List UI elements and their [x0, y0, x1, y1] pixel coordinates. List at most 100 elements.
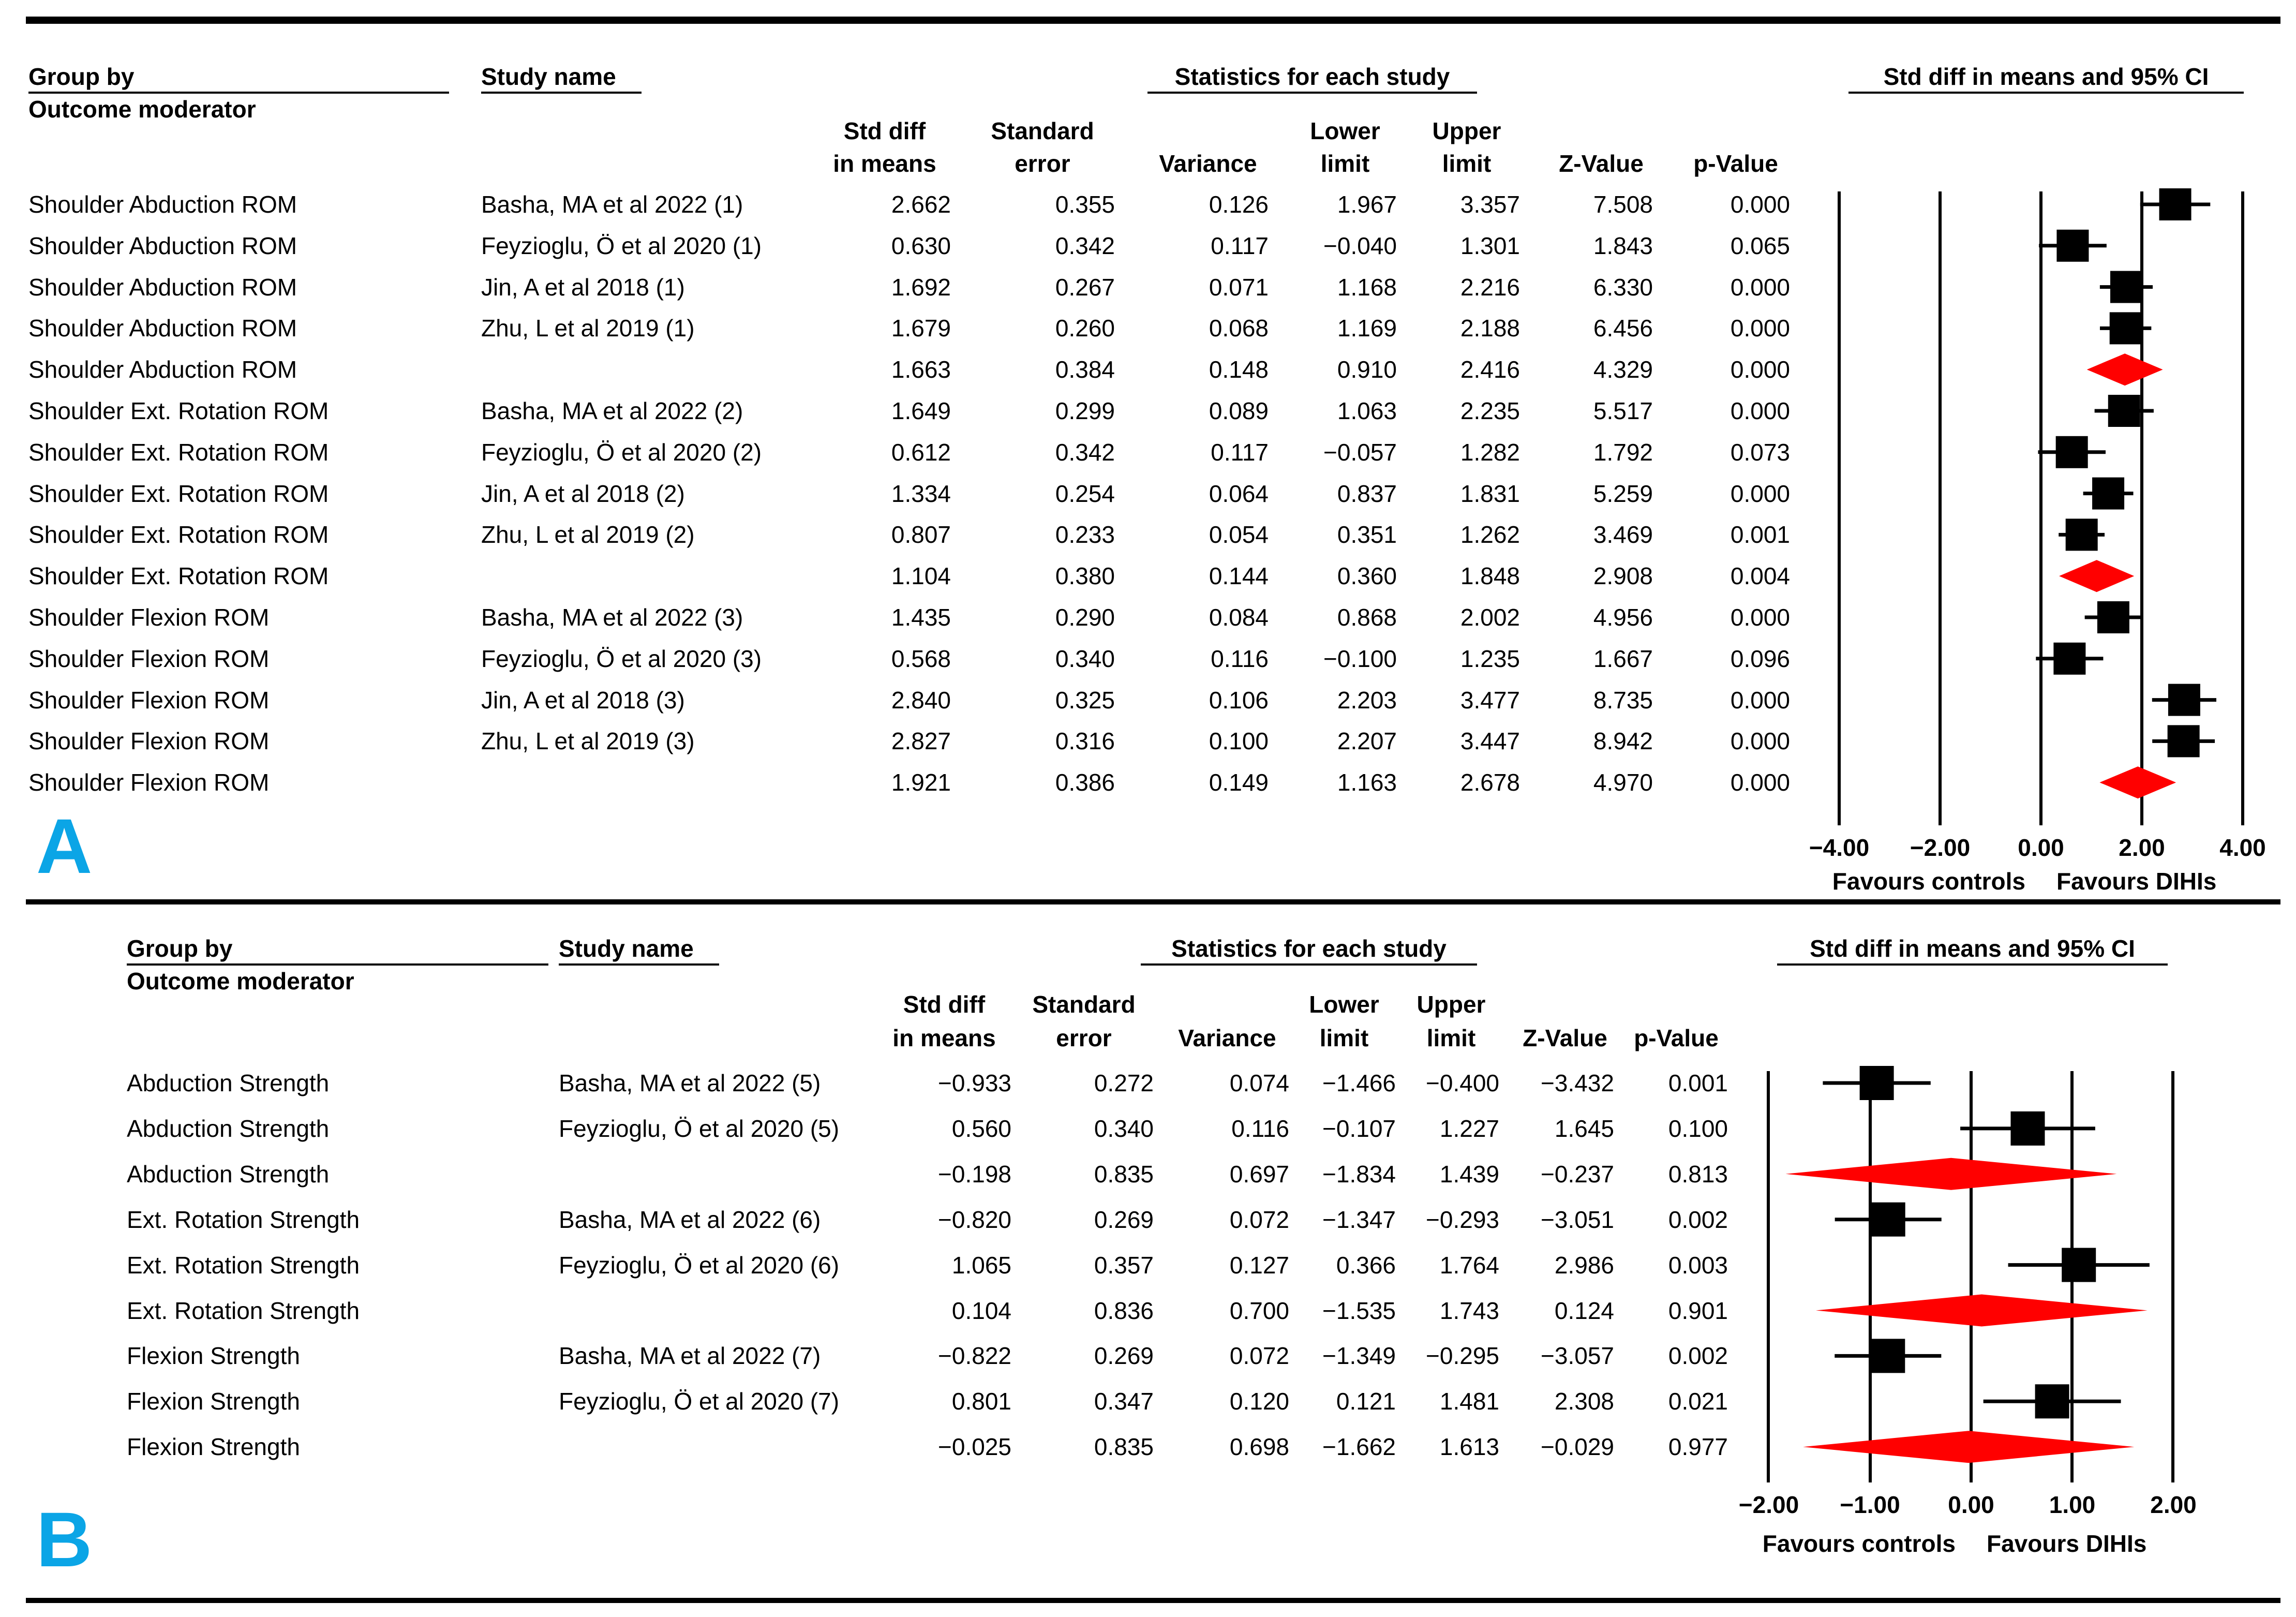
row-variance: 0.071 — [1209, 273, 1269, 301]
row-lower: 2.207 — [1337, 728, 1397, 755]
row-smd: 0.104 — [951, 1297, 1011, 1324]
axis-tick-label: −1.00 — [1840, 1491, 1900, 1518]
effect-square — [2110, 271, 2142, 303]
row-group: Shoulder Abduction ROM — [28, 273, 297, 301]
row-smd: 1.065 — [951, 1251, 1011, 1279]
row-group: Ext. Rotation Strength — [127, 1206, 360, 1233]
col-header-upper: limit — [1426, 1025, 1476, 1051]
effect-square — [2097, 601, 2129, 633]
row-lower: −1.535 — [1322, 1297, 1396, 1324]
bottom-rule — [26, 1598, 2280, 1603]
row-se: 0.260 — [1055, 315, 1115, 342]
row-se: 0.355 — [1055, 191, 1115, 218]
row-p: 0.002 — [1668, 1206, 1728, 1233]
effect-square — [2167, 725, 2200, 758]
col-header-p: p-Value — [1693, 150, 1778, 177]
row-z: 1.645 — [1554, 1115, 1614, 1142]
row-lower: −0.040 — [1323, 232, 1397, 259]
row-group: Shoulder Ext. Rotation ROM — [28, 480, 329, 507]
row-variance: 0.126 — [1209, 191, 1269, 218]
axis-tick-label: 4.00 — [2219, 834, 2266, 861]
row-lower: −0.100 — [1323, 645, 1397, 672]
effect-square — [2062, 1248, 2096, 1282]
middle-rule — [26, 899, 2280, 904]
row-upper: 2.678 — [1460, 769, 1520, 796]
summary-diamond — [1803, 1431, 2135, 1463]
row-group: Shoulder Flexion ROM — [28, 769, 270, 796]
row-z: 8.735 — [1593, 686, 1653, 714]
col-header-se: error — [1056, 1025, 1112, 1051]
row-upper: 2.188 — [1460, 315, 1520, 342]
row-variance: 0.074 — [1229, 1070, 1289, 1096]
row-group: Ext. Rotation Strength — [127, 1297, 360, 1324]
row-variance: 0.072 — [1229, 1206, 1289, 1233]
summary-diamond — [2086, 353, 2163, 386]
col-header-lower: Lower — [1310, 117, 1380, 144]
row-variance: 0.700 — [1229, 1297, 1289, 1324]
row-smd: 1.334 — [891, 480, 951, 507]
row-group: Shoulder Ext. Rotation ROM — [28, 521, 329, 548]
row-upper: 2.416 — [1460, 356, 1520, 383]
row-upper: 3.447 — [1460, 728, 1520, 755]
axis-tick-label: 2.00 — [2150, 1491, 2197, 1518]
row-group: Shoulder Ext. Rotation ROM — [28, 562, 329, 590]
row-upper: 3.357 — [1460, 191, 1520, 218]
row-variance: 0.116 — [1231, 1115, 1289, 1142]
col-header-smd: Std diff — [843, 117, 926, 144]
row-p: 0.003 — [1668, 1251, 1728, 1279]
row-se: 0.380 — [1055, 562, 1115, 590]
row-upper: 2.002 — [1460, 604, 1520, 631]
row-p: 0.813 — [1668, 1160, 1728, 1188]
row-group: Shoulder Flexion ROM — [28, 645, 270, 672]
row-p: 0.977 — [1668, 1433, 1728, 1461]
col-header-variance: Variance — [1178, 1025, 1276, 1051]
col-header-p: p-Value — [1634, 1025, 1719, 1051]
row-upper: 1.301 — [1460, 232, 1520, 259]
row-group: Shoulder Flexion ROM — [28, 686, 270, 714]
row-p: 0.000 — [1730, 356, 1790, 383]
row-se: 0.835 — [1094, 1160, 1154, 1188]
axis-tick-label: 0.00 — [2018, 834, 2064, 861]
row-p: 0.001 — [1668, 1070, 1728, 1096]
row-upper: −0.295 — [1426, 1342, 1499, 1370]
row-upper: −0.293 — [1426, 1206, 1499, 1233]
col-header-lower: limit — [1319, 1025, 1369, 1051]
row-smd: −0.198 — [938, 1160, 1011, 1188]
header-ci: Std diff in means and 95% CI — [1883, 63, 2209, 90]
row-z: −0.029 — [1541, 1433, 1614, 1461]
row-lower: 1.169 — [1337, 315, 1397, 342]
row-se: 0.342 — [1055, 232, 1115, 259]
row-z: −0.237 — [1541, 1160, 1614, 1188]
row-upper: 1.613 — [1439, 1433, 1499, 1461]
row-upper: 1.282 — [1460, 438, 1520, 466]
header-ci-underline — [1777, 963, 2168, 966]
col-header-upper: Upper — [1417, 991, 1486, 1018]
row-se: 0.340 — [1094, 1115, 1154, 1142]
row-variance: 0.117 — [1211, 438, 1269, 466]
row-p: 0.000 — [1730, 728, 1790, 755]
row-smd: 1.692 — [891, 273, 951, 301]
col-header-z: Z-Value — [1523, 1025, 1607, 1051]
row-upper: 1.481 — [1439, 1388, 1499, 1415]
row-lower: 0.910 — [1337, 356, 1397, 383]
row-smd: 2.662 — [891, 191, 951, 218]
row-z: 7.508 — [1593, 191, 1653, 218]
axis-tick-label: −2.00 — [1910, 834, 1971, 861]
row-group: Abduction Strength — [127, 1115, 330, 1142]
axis-label-left: Favours controls — [1832, 868, 2025, 895]
effect-square — [1871, 1339, 1905, 1373]
row-study: Zhu, L et al 2019 (1) — [481, 315, 695, 342]
row-se: 0.384 — [1055, 356, 1115, 383]
header-statistics-underline — [1141, 963, 1477, 966]
row-upper: 1.227 — [1439, 1115, 1499, 1142]
row-z: 1.843 — [1593, 232, 1653, 259]
header-outcome-moderator: Outcome moderator — [28, 96, 256, 123]
row-se: 0.836 — [1094, 1297, 1154, 1324]
row-upper: 1.262 — [1460, 521, 1520, 548]
row-lower: 2.203 — [1337, 686, 1397, 714]
row-z: −3.051 — [1541, 1206, 1614, 1233]
row-lower: 1.163 — [1337, 769, 1397, 796]
col-header-smd: in means — [892, 1025, 996, 1051]
axis-label-left: Favours controls — [1762, 1530, 1956, 1557]
header-group-underline — [28, 92, 449, 94]
